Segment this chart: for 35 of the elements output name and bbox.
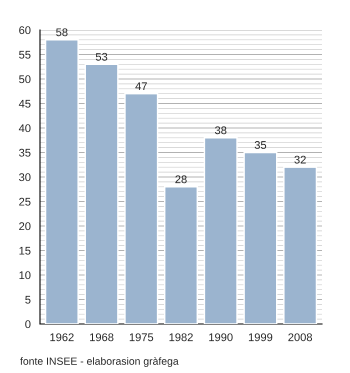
bar (84, 64, 119, 324)
y-tick-label: 60 (19, 26, 31, 34)
x-tick-label: 1968 (90, 333, 114, 342)
x-tick-label: 1999 (248, 333, 272, 342)
y-tick-label: 25 (19, 198, 31, 206)
bar (283, 166, 318, 324)
data-label: 58 (56, 28, 68, 36)
x-tick-label: 1962 (50, 333, 74, 342)
y-tick-label: 15 (19, 246, 31, 255)
y-tick-label: 5 (25, 296, 31, 304)
x-tick-label: 2008 (288, 333, 312, 342)
x-tick-label: 1990 (209, 333, 233, 342)
bar (124, 93, 158, 324)
bar (164, 186, 198, 324)
x-tick-label: 1982 (169, 333, 193, 342)
y-tick-label: 55 (19, 50, 31, 59)
x-tick-label: 1975 (130, 333, 154, 342)
data-label: 53 (96, 52, 108, 61)
source-note: fonte INSEE - elaborasion gràfega (20, 357, 179, 367)
bar (204, 137, 238, 324)
y-tick-label: 40 (18, 124, 31, 132)
bar (44, 39, 79, 324)
y-tick-label: 20 (19, 222, 31, 230)
y-tick-label: 30 (19, 173, 31, 182)
y-tick-label: 45 (18, 100, 31, 108)
data-label: 32 (294, 156, 306, 164)
bar (243, 152, 278, 324)
data-label: 47 (135, 82, 147, 90)
data-label: 28 (175, 175, 187, 184)
data-label: 35 (254, 141, 266, 149)
y-tick-label: 0 (25, 320, 31, 328)
y-tick-label: 35 (19, 148, 31, 157)
data-label: 38 (214, 126, 226, 134)
y-tick-label: 10 (19, 271, 31, 280)
y-tick-label: 50 (19, 75, 31, 84)
